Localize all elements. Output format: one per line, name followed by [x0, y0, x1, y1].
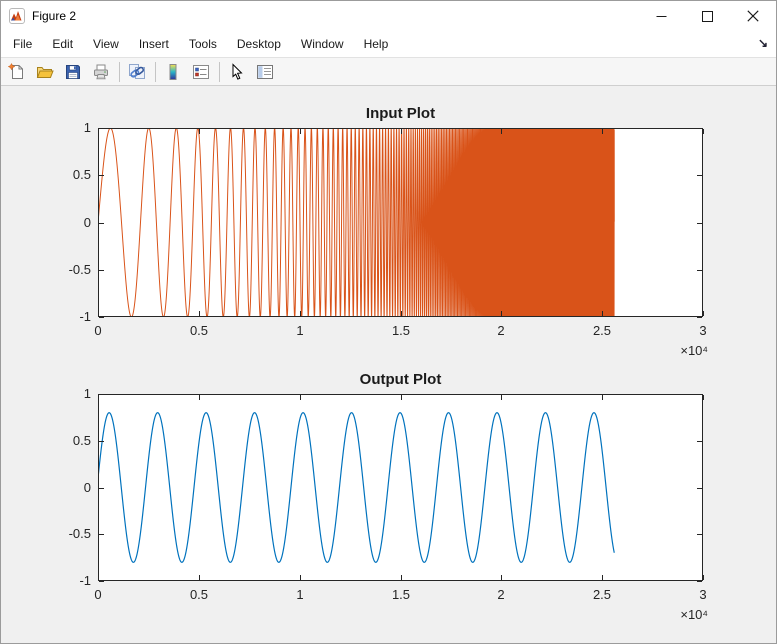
menu-bar: File Edit View Insert Tools Desktop Wind…: [1, 31, 776, 58]
menu-edit[interactable]: Edit: [52, 37, 74, 51]
x-tick-label: 3: [699, 587, 707, 602]
open-folder-icon: [36, 66, 54, 78]
toolbar-separator: [119, 61, 120, 82]
new-document-icon: [8, 62, 23, 79]
toolbar-separator: [155, 61, 156, 82]
y-tick-label: -0.5: [68, 526, 91, 541]
menu-file[interactable]: File: [13, 37, 33, 51]
plot-canvas[interactable]: [1, 86, 776, 643]
property-editor-icon: [257, 64, 273, 79]
menu-help[interactable]: Help: [363, 37, 389, 51]
y-tick-label: 0: [83, 480, 91, 495]
menu-desktop[interactable]: Desktop: [236, 37, 281, 51]
new-figure-button[interactable]: [5, 60, 29, 84]
figure-toolbar: [1, 58, 776, 86]
maximize-icon: [701, 10, 713, 22]
save-icon: [66, 64, 80, 79]
matlab-logo-icon: [9, 8, 25, 24]
input-plot-title: Input Plot: [365, 105, 436, 122]
link-plot-icon: [129, 63, 145, 79]
output-plot-title: Output Plot: [359, 371, 442, 388]
menu-view[interactable]: View: [93, 37, 119, 51]
minimize-button[interactable]: [638, 1, 684, 31]
figure-canvas-area: Input Plot 1 0.5 0 -0.5 -1 0 0.5 1 1.5 2…: [1, 86, 776, 643]
minimize-icon: [656, 15, 666, 17]
insert-legend-button[interactable]: [189, 60, 213, 84]
x-tick-label: 2: [497, 587, 505, 602]
y-tick-label: 1: [83, 120, 91, 135]
edit-plot-cursor-icon: [232, 62, 243, 80]
menu-tools[interactable]: Tools: [188, 37, 217, 51]
x-axis-exponent: ×10⁴: [680, 343, 708, 358]
menu-insert[interactable]: Insert: [138, 37, 169, 51]
x-tick-label: 0.5: [189, 323, 209, 338]
x-tick-label: 1: [296, 323, 304, 338]
x-tick-label: 1.5: [391, 587, 411, 602]
insert-colorbar-button[interactable]: [161, 60, 185, 84]
insert-colorbar-icon: [169, 63, 177, 80]
close-icon: [747, 10, 759, 22]
x-tick-label: 0.5: [189, 587, 209, 602]
print-icon: [94, 64, 108, 79]
x-tick-label: 3: [699, 323, 707, 338]
y-tick-label: 0.5: [72, 433, 91, 448]
window-title: Figure 2: [32, 9, 77, 23]
close-button[interactable]: [730, 1, 776, 31]
x-tick-label: 2.5: [592, 587, 612, 602]
y-tick-label: 1: [83, 386, 91, 401]
y-tick-label: -1: [79, 573, 91, 588]
insert-legend-icon: [193, 64, 209, 79]
x-axis-exponent: ×10⁴: [680, 607, 708, 622]
maximize-button[interactable]: [684, 1, 730, 31]
x-tick-label: 0: [94, 323, 102, 338]
x-tick-label: 0: [94, 587, 102, 602]
x-tick-label: 1.5: [391, 323, 411, 338]
dock-figure-icon[interactable]: ↘: [757, 36, 768, 50]
x-tick-label: 2: [497, 323, 505, 338]
print-button[interactable]: [89, 60, 113, 84]
y-tick-label: -0.5: [68, 262, 91, 277]
link-plot-button[interactable]: [125, 60, 149, 84]
y-tick-label: 0.5: [72, 167, 91, 182]
save-button[interactable]: [61, 60, 85, 84]
toolbar-separator: [219, 61, 220, 82]
property-editor-button[interactable]: [253, 60, 277, 84]
x-tick-label: 2.5: [592, 323, 612, 338]
open-file-button[interactable]: [33, 60, 57, 84]
menu-window[interactable]: Window: [300, 37, 344, 51]
y-tick-label: -1: [79, 309, 91, 324]
x-tick-label: 1: [296, 587, 304, 602]
y-tick-label: 0: [83, 215, 91, 230]
title-bar[interactable]: Figure 2: [1, 1, 776, 31]
edit-plot-button[interactable]: [225, 60, 249, 84]
